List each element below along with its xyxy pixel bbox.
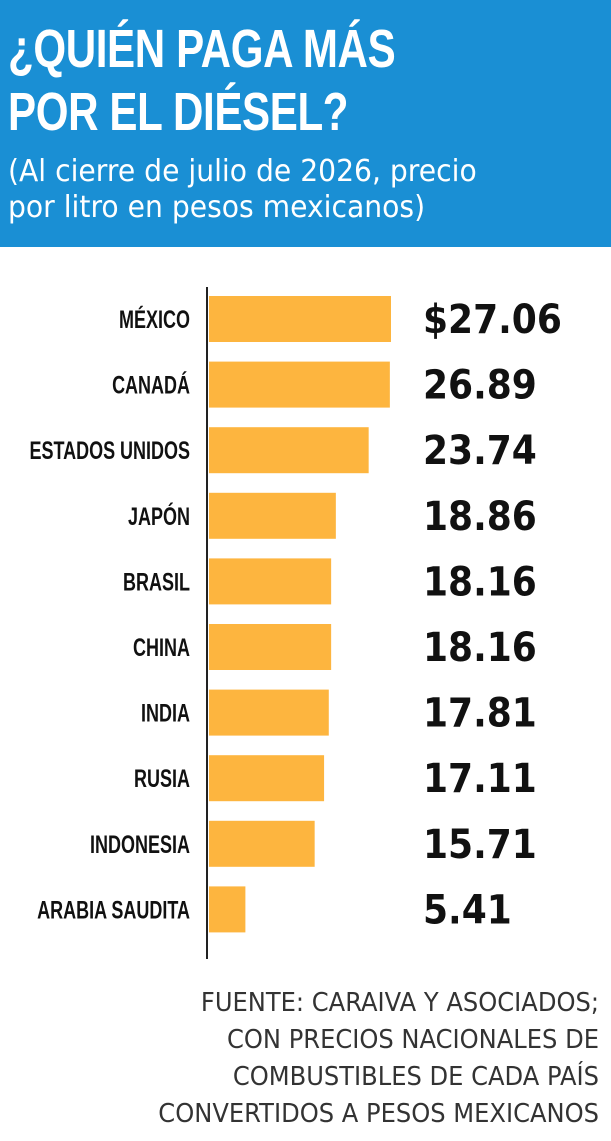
category-label-7: RUSIA (134, 764, 190, 793)
value-label-4: 18.16 (423, 559, 537, 605)
category-label-2: ESTADOS UNIDOS (29, 436, 190, 465)
category-label-9: ARABIA SAUDITA (37, 895, 190, 924)
source-line-2: CON PRECIOS NACIONALES DE (227, 1025, 599, 1055)
value-label-0: $27.06 (423, 296, 562, 342)
subtitle-line-1: (Al cierre de julio de 2026, precio (8, 154, 477, 189)
value-label-6: 17.81 (423, 690, 537, 736)
source-line-4: CONVERTIDOS A PESOS MEXICANOS (158, 1099, 599, 1129)
title-line-2: POR EL DIÉSEL? (8, 82, 349, 142)
bar-4 (209, 558, 332, 605)
source-line-3: COMBUSTIBLES DE CADA PAÍS (232, 1062, 599, 1092)
category-label-5: CHINA (133, 633, 190, 662)
chart-title: ¿QUIÉN PAGA MÁS POR EL DIÉSEL? (8, 18, 396, 144)
source-note: FUENTE: CARAIVA Y ASOCIADOS; CON PRECIOS… (0, 985, 599, 1133)
value-label-8: 15.71 (423, 821, 537, 867)
bar-0 (209, 296, 391, 342)
header-banner: ¿QUIÉN PAGA MÁS POR EL DIÉSEL? (Al cierr… (0, 0, 611, 247)
bar-9 (209, 886, 246, 933)
bar-7 (209, 755, 325, 802)
category-label-8: INDONESIA (90, 830, 190, 859)
chart-subtitle: (Al cierre de julio de 2026, precio por … (8, 154, 477, 226)
bars-layer: MÉXICO $27.06 CANADÁ 26.89 ESTADOS UNIDOS 23.… (29, 296, 562, 933)
bar-6 (209, 689, 329, 736)
value-label-5: 18.16 (423, 624, 537, 670)
value-label-7: 17.11 (423, 755, 537, 801)
subtitle-line-2: por litro en pesos mexicanos) (8, 190, 426, 225)
source-line-1: FUENTE: CARAIVA Y ASOCIADOS; (200, 988, 599, 1018)
value-label-3: 18.86 (423, 493, 537, 539)
category-label-4: BRASIL (123, 567, 190, 596)
bar-1 (209, 361, 390, 408)
category-label-1: CANADÁ (112, 371, 190, 400)
bar-3 (209, 492, 336, 539)
bar-5 (209, 624, 332, 670)
category-label-0: MÉXICO (119, 305, 190, 334)
category-label-3: JAPÓN (128, 502, 190, 531)
value-label-2: 23.74 (423, 427, 537, 473)
bar-2 (209, 427, 369, 474)
bar-chart: MÉXICO $27.06 CANADÁ 26.89 ESTADOS UNIDOS 23.… (29, 287, 562, 959)
category-label-6: INDIA (141, 699, 190, 728)
title-line-1: ¿QUIÉN PAGA MÁS (8, 19, 396, 79)
value-label-1: 26.89 (423, 362, 537, 408)
bar-8 (209, 820, 315, 867)
value-label-9: 5.41 (423, 887, 512, 933)
